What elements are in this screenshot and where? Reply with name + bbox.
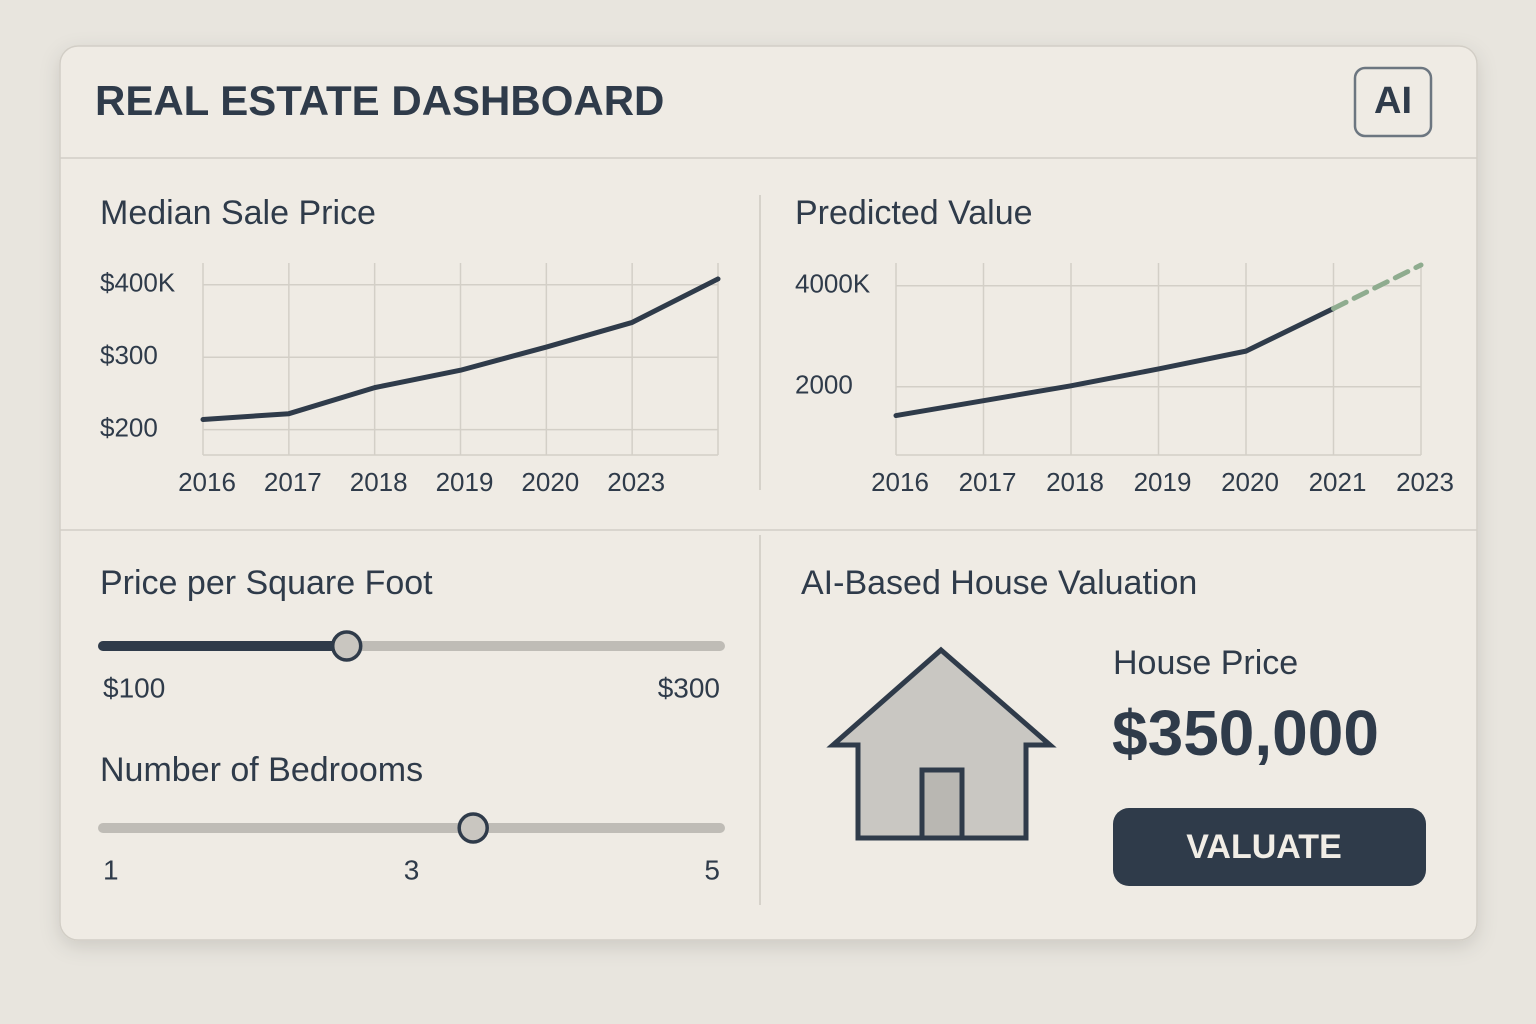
x-tick-label: 2018: [350, 467, 408, 497]
panel-title: Median Sale Price: [100, 194, 376, 232]
x-tick-label: 2019: [436, 467, 494, 497]
panel-title: Number of Bedrooms: [100, 751, 423, 789]
x-tick-label: 2016: [178, 467, 236, 497]
y-tick-label: $400K: [100, 268, 176, 298]
ai-badge: [1353, 66, 1433, 138]
x-tick-label: 2017: [264, 467, 322, 497]
panel-title: AI-Based House Valuation: [801, 564, 1197, 602]
slider-tick-label: 3: [404, 854, 420, 885]
slider-tick-label: $300: [658, 672, 720, 703]
slider-thumb[interactable]: [457, 812, 489, 844]
y-tick-label: $300: [100, 340, 158, 370]
card: [59, 45, 1478, 941]
x-tick-label: 2017: [959, 467, 1017, 497]
x-tick-label: 2021: [1309, 467, 1367, 497]
ai-badge-text: AI: [1374, 80, 1412, 122]
data-line: [893, 306, 1336, 419]
x-tick-label: 2023: [607, 467, 665, 497]
house-icon: [826, 646, 1057, 841]
x-tick-label: 2020: [1221, 467, 1279, 497]
slider-tick-label: 1: [103, 854, 119, 885]
valuate-button[interactable]: [1113, 808, 1426, 886]
price-value: $350,000: [1112, 697, 1379, 769]
x-tick-label: 2016: [871, 467, 929, 497]
price-label: House Price: [1113, 644, 1298, 682]
panel-title: Predicted Value: [795, 194, 1033, 232]
x-tick-label: 2020: [521, 467, 579, 497]
data-line: [1331, 262, 1424, 312]
data-line: [200, 276, 721, 422]
x-tick-label: 2018: [1046, 467, 1104, 497]
x-tick-label: 2019: [1134, 467, 1192, 497]
y-tick-label: 2000: [795, 370, 853, 400]
y-tick-label: $200: [100, 413, 158, 443]
x-tick-label: 2023: [1396, 467, 1454, 497]
valuate-button-text[interactable]: VALUATE: [1186, 828, 1342, 866]
slider-thumb[interactable]: [330, 630, 363, 662]
slider-tick-label: 5: [704, 854, 720, 885]
y-tick-label: 4000K: [795, 269, 871, 299]
slider-tick-label: $100: [103, 672, 165, 703]
dashboard-title: REAL ESTATE DASHBOARD: [95, 77, 664, 124]
panel-title: Price per Square Foot: [100, 564, 433, 602]
